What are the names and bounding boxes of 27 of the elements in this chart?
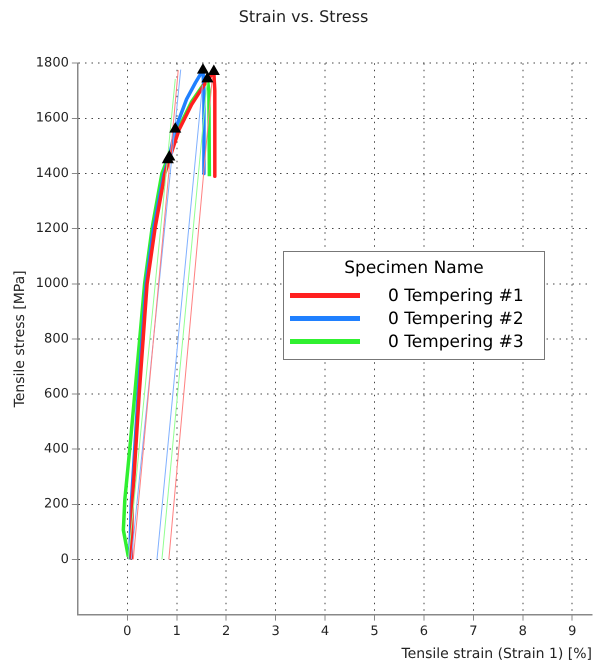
chart-title: Strain vs. Stress bbox=[238, 6, 368, 26]
y-tick-label: 1400 bbox=[36, 166, 69, 181]
y-tick-label: 200 bbox=[44, 496, 69, 512]
legend-label: 0 Tempering #1 bbox=[388, 286, 524, 306]
y-tick-label: 1000 bbox=[36, 276, 69, 292]
x-tick-label: 4 bbox=[320, 624, 330, 639]
x-tick-label: 3 bbox=[271, 624, 280, 639]
x-tick-label: 9 bbox=[568, 624, 576, 639]
x-tick-label: 2 bbox=[222, 624, 230, 639]
x-tick-label: 8 bbox=[518, 624, 527, 639]
legend-label: 0 Tempering #2 bbox=[388, 308, 524, 328]
y-axis-title: Tensile stress [MPa] bbox=[12, 270, 28, 408]
x-axis-title: Tensile strain (Strain 1) [%] bbox=[400, 646, 592, 662]
y-tick-label: 1200 bbox=[36, 220, 69, 236]
x-tick-label: 6 bbox=[420, 624, 428, 639]
legend-title: Specimen Name bbox=[343, 258, 485, 278]
x-tick-label: 0 bbox=[123, 624, 132, 639]
x-tick-label: 1 bbox=[172, 624, 181, 639]
x-tick-label: 7 bbox=[469, 624, 478, 639]
y-tick-label: 600 bbox=[44, 386, 69, 402]
legend-label: 0 Tempering #3 bbox=[388, 332, 524, 352]
y-tick-label: 1800 bbox=[36, 56, 69, 71]
y-tick-label: 0 bbox=[60, 552, 69, 567]
y-tick-label: 800 bbox=[44, 331, 69, 346]
y-tick-label: 1600 bbox=[36, 110, 69, 126]
x-tick-label: 5 bbox=[370, 624, 379, 639]
y-tick-label: 400 bbox=[44, 442, 69, 457]
